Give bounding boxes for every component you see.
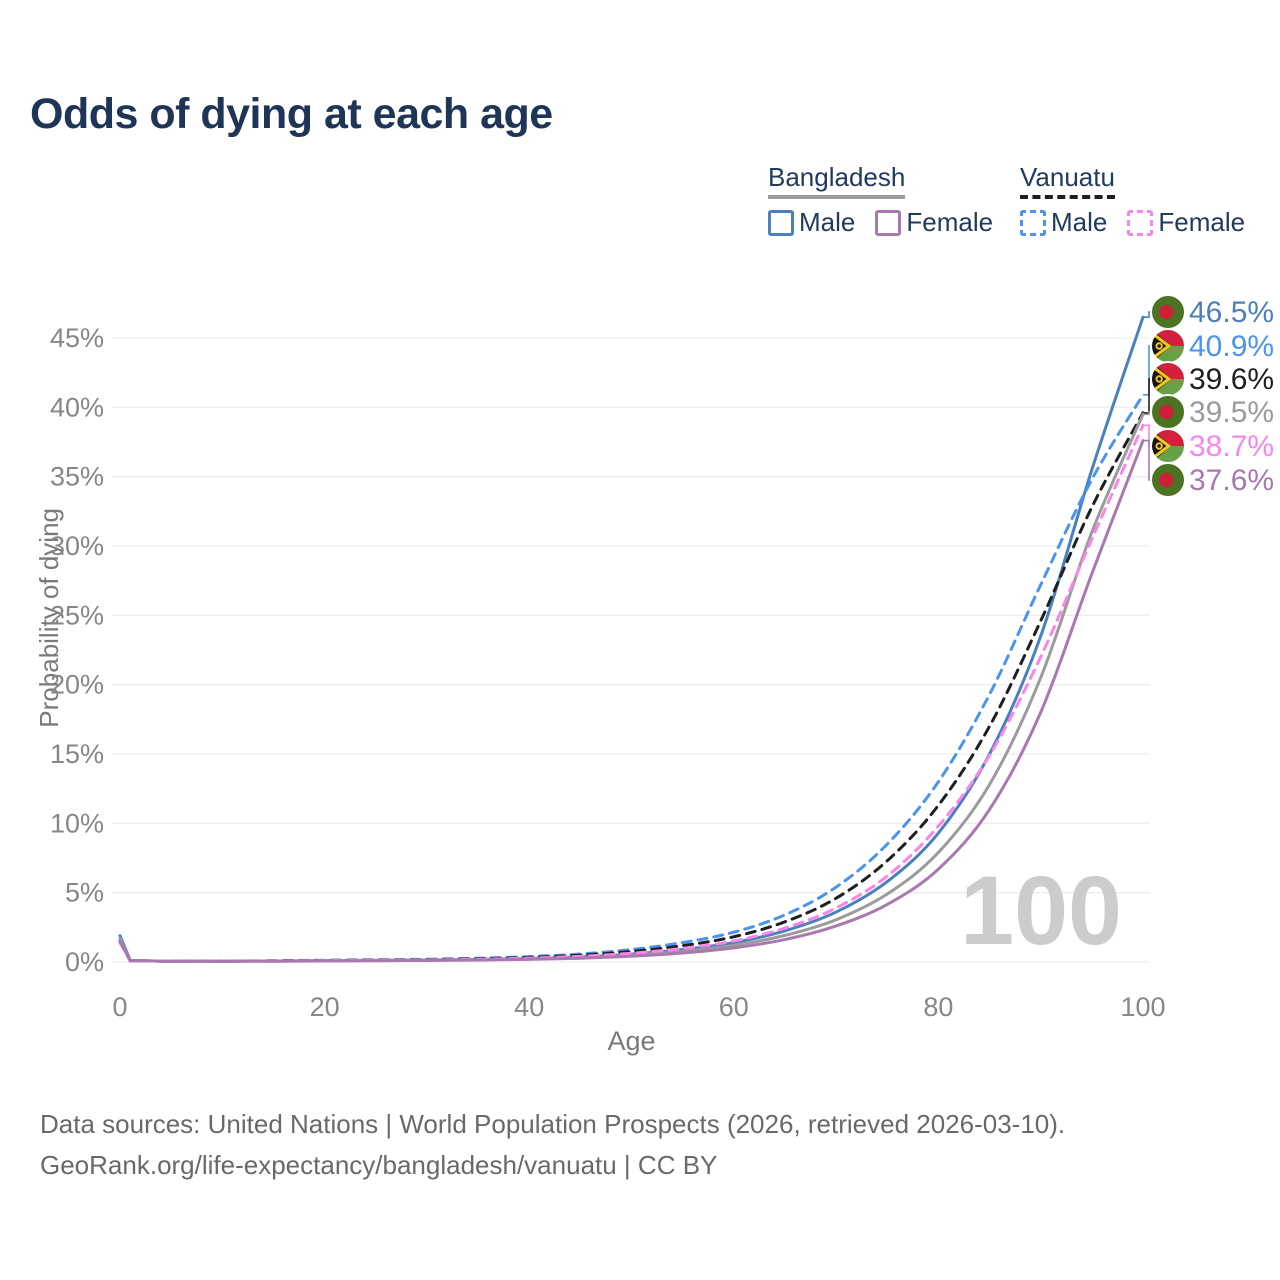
legend-group-vanuatu: Vanuatu Male Female [1020,162,1245,238]
hover-age-watermark: 100 [960,856,1122,965]
end-label-value: 39.5% [1189,396,1274,429]
vanuatu-female-swatch-icon[interactable] [1127,209,1154,236]
y-tick-label: 35% [50,462,104,492]
end-label-value: 46.5% [1189,296,1274,329]
vanuatu-flag-icon [1150,428,1186,464]
legend-item-label: Female [1158,207,1246,237]
legend-items-vanuatu: Male Female [1020,207,1245,238]
page-title: Odds of dying at each age [30,90,553,138]
x-tick-label: 40 [514,992,544,1022]
y-tick-label: 15% [50,739,104,769]
y-tick-label: 20% [50,670,104,700]
vanuatu-flag-icon [1150,361,1186,397]
y-tick-label: 0% [65,947,104,977]
x-tick-label: 60 [719,992,749,1022]
series-line-vu_female[interactable] [118,423,1145,963]
end-label-connector [1143,345,1153,396]
bangladesh-female-swatch-icon[interactable] [875,209,902,236]
footer-sources: Data sources: United Nations | World Pop… [40,1109,1066,1139]
bangladesh-flag-icon [1150,294,1186,330]
y-tick-label: 45% [50,323,104,353]
legend-item-label: Male [1051,207,1108,237]
end-label-value: 40.9% [1189,330,1274,363]
legend-header-vanuatu[interactable]: Vanuatu [1020,162,1115,199]
vanuatu-flag-icon [1150,328,1186,364]
y-tick-label: 5% [65,878,104,908]
legend-item-vanuatu-male[interactable]: Male [1020,207,1107,238]
legend-header-bangladesh[interactable]: Bangladesh [768,162,906,199]
footer: Data sources: United Nations | World Pop… [40,1104,1065,1186]
end-label-value: 38.7% [1189,430,1274,463]
x-tick-label: 80 [923,992,953,1022]
bangladesh-male-swatch-icon[interactable] [768,209,794,236]
legend-item-label: Male [799,207,856,237]
x-tick-label: 0 [112,992,127,1022]
legend-item-label: Female [906,207,994,237]
bangladesh-flag-icon [1150,462,1186,498]
end-label-value: 39.6% [1189,363,1274,396]
legend-item-vanuatu-female[interactable]: Female [1127,207,1245,238]
y-tick-label: 30% [50,531,104,561]
y-tick-label: 40% [50,392,104,422]
legend-items-bangladesh: Male Female [768,207,993,238]
legend-group-bangladesh: Bangladesh Male Female [768,162,993,238]
end-label-value: 37.6% [1189,464,1274,497]
vanuatu-male-swatch-icon[interactable] [1020,209,1046,236]
x-tick-label: 20 [310,992,340,1022]
x-tick-label: 100 [1120,992,1165,1022]
legend-item-bangladesh-female[interactable]: Female [875,207,993,238]
legend-item-bangladesh-male[interactable]: Male [768,207,855,238]
y-tick-label: 25% [50,600,104,630]
footer-attribution: GeoRank.org/life-expectancy/bangladesh/v… [40,1150,718,1180]
series-line-bd_female[interactable] [118,439,1145,963]
y-tick-label: 10% [50,808,104,838]
bangladesh-flag-icon [1150,394,1186,430]
x-axis-title: Age [607,1026,656,1056]
